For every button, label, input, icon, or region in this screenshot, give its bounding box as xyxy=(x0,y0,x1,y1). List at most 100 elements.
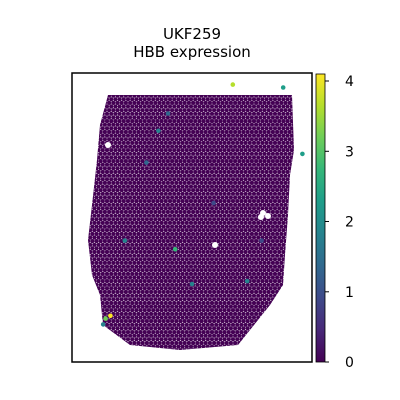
tissue-spot xyxy=(170,144,175,149)
tissue-spot xyxy=(186,180,191,185)
tissue-spot xyxy=(188,97,194,102)
tissue-spot xyxy=(92,199,97,204)
tissue-spot xyxy=(109,184,114,189)
tissue-spot xyxy=(254,195,259,200)
tissue-spot xyxy=(233,137,238,142)
tissue-spot xyxy=(136,260,141,265)
tissue-spot xyxy=(130,249,135,255)
tissue-spot xyxy=(111,209,116,215)
tissue-spot xyxy=(275,151,280,156)
tissue-spot xyxy=(132,108,137,113)
tissue-spot xyxy=(140,166,145,171)
tissue-spot xyxy=(209,264,215,269)
tissue-spot xyxy=(197,220,202,225)
tissue-spot xyxy=(199,260,204,265)
tissue-spot xyxy=(172,344,177,349)
tissue-spot xyxy=(136,129,141,135)
tissue-spot xyxy=(178,333,183,338)
tissue-spot xyxy=(239,162,244,167)
tissue-spot xyxy=(121,111,126,116)
tissue-spot xyxy=(197,97,202,102)
tissue-spot xyxy=(193,148,198,153)
tissue-spot xyxy=(233,180,238,185)
tissue-spot xyxy=(142,264,147,269)
tissue-spot xyxy=(104,184,110,189)
tissue-spot xyxy=(165,311,170,316)
tissue-gap xyxy=(212,242,218,248)
tissue-spot xyxy=(199,129,204,135)
tissue-spot xyxy=(117,155,122,160)
tissue-spot xyxy=(184,293,189,298)
tissue-spot xyxy=(123,188,128,193)
tissue-spot xyxy=(203,95,208,98)
tissue-spot xyxy=(149,333,154,338)
tissue-spot xyxy=(256,191,261,196)
tissue-spot xyxy=(272,213,278,218)
tissue-spot xyxy=(266,95,271,98)
tissue-spot xyxy=(107,319,112,324)
tissue-spot xyxy=(199,137,204,142)
tissue-spot xyxy=(155,169,160,175)
tissue-spot xyxy=(144,333,149,338)
tissue-spot xyxy=(237,326,242,331)
tissue-spot xyxy=(281,235,286,240)
tissue-spot xyxy=(188,191,194,196)
tissue-spot xyxy=(144,209,149,215)
tissue-spot xyxy=(182,108,187,113)
tissue-spot xyxy=(94,246,99,251)
tissue-spot xyxy=(222,293,227,298)
tissue-spot xyxy=(123,311,128,316)
tissue-spot xyxy=(216,268,221,273)
tissue-spot xyxy=(224,115,229,120)
tissue-spot xyxy=(230,191,236,196)
tissue-spot xyxy=(214,133,219,138)
tissue-spot xyxy=(146,315,152,320)
tissue-spot xyxy=(121,279,126,284)
tissue-spot xyxy=(94,260,99,265)
tissue-spot xyxy=(165,180,170,185)
tissue-spot xyxy=(199,340,204,346)
tissue-spot xyxy=(218,315,223,320)
tissue-spot xyxy=(205,140,210,145)
tissue-spot xyxy=(149,173,154,178)
tissue-spot xyxy=(121,148,126,153)
tissue-spot xyxy=(262,304,267,309)
tissue-spot xyxy=(125,271,131,276)
tissue-spot xyxy=(256,293,261,298)
tissue-spot xyxy=(96,155,101,160)
tissue-spot xyxy=(176,242,181,247)
tissue-spot xyxy=(172,308,177,313)
tissue-spot xyxy=(163,220,168,225)
tissue-spot xyxy=(172,279,177,284)
tissue-spot xyxy=(174,289,179,295)
tissue-spot xyxy=(125,257,131,262)
tissue-spot xyxy=(123,217,128,222)
tissue-spot xyxy=(94,180,99,185)
tissue-spot xyxy=(224,246,229,251)
tissue-spot xyxy=(182,159,187,164)
tissue-spot xyxy=(243,300,248,306)
tissue-spot xyxy=(249,137,254,142)
tissue-spot xyxy=(130,257,135,262)
tissue-spot xyxy=(184,191,189,196)
tissue-spot xyxy=(176,191,181,196)
tissue-spot xyxy=(138,177,143,182)
tissue-spot xyxy=(98,151,103,156)
tissue-spot xyxy=(159,155,164,160)
tissue-spot xyxy=(230,264,236,269)
tissue-spot xyxy=(155,148,160,153)
tissue-spot xyxy=(268,228,273,233)
tissue-spot xyxy=(239,257,244,262)
tissue-spot xyxy=(245,268,250,273)
tissue-spot xyxy=(142,300,147,306)
tissue-spot xyxy=(285,155,290,160)
tissue-spot xyxy=(144,246,149,251)
tissue-spot xyxy=(230,279,236,284)
tissue-spot xyxy=(241,326,246,331)
tissue-spot xyxy=(201,257,206,262)
tissue-spot xyxy=(125,119,131,124)
tissue-spot xyxy=(165,195,170,200)
tissue-spot xyxy=(140,253,145,258)
tissue-spot xyxy=(237,166,242,171)
tissue-spot xyxy=(142,104,147,109)
